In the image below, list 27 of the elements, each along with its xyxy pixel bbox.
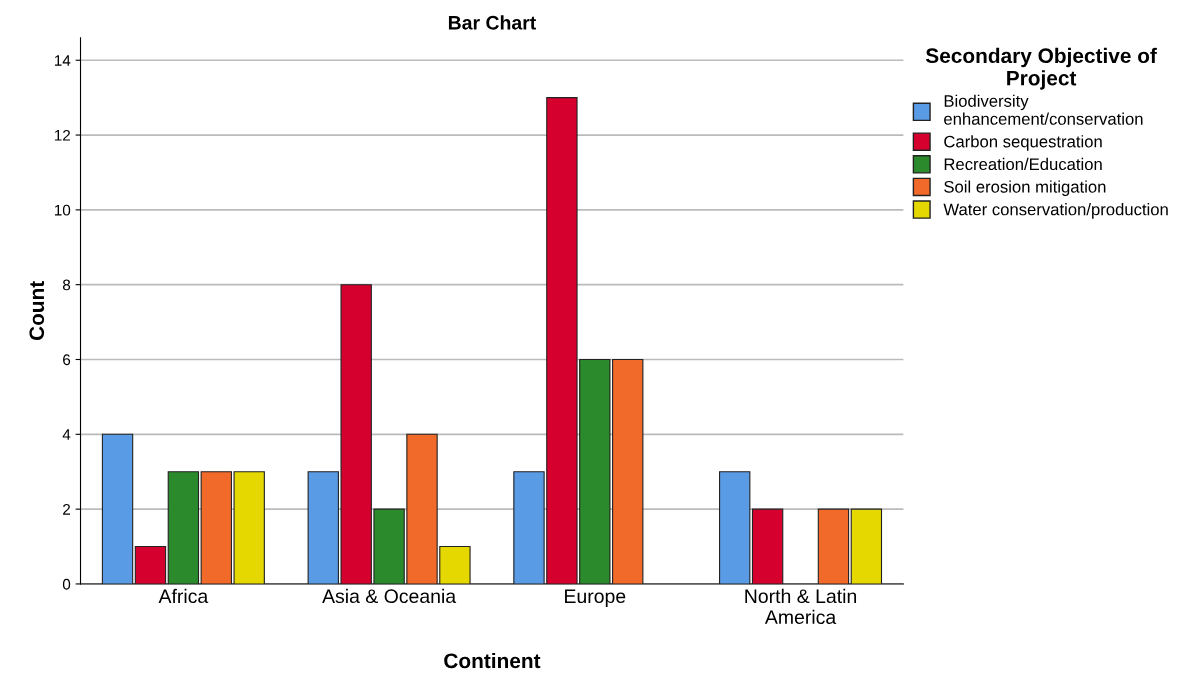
y-tick-label: 10	[54, 204, 71, 216]
y-tick-label: 14	[54, 55, 71, 66]
x-axis-title: Continent	[444, 652, 541, 669]
y-tick-label: 8	[62, 279, 71, 291]
legend-label: Water conservation/production	[943, 203, 1168, 219]
x-tick-label: Europe	[565, 589, 626, 607]
bar	[134, 545, 167, 584]
y-tick-label: 6	[63, 354, 71, 366]
y-tick-label: 2	[63, 504, 71, 515]
bar	[719, 471, 751, 584]
y-tick-label: 4	[62, 429, 71, 440]
chart-title: Bar Chart	[448, 15, 537, 30]
legend-label: Biodiversity enhancement/conservation	[944, 94, 1143, 125]
y-axis-title: Count	[29, 281, 45, 341]
legend-label: Soil erosion mitigation	[944, 180, 1106, 197]
bar	[850, 508, 883, 584]
legend-title: Secondary Objective of Project	[925, 47, 1157, 90]
bar	[751, 508, 784, 584]
bar	[101, 433, 134, 584]
y-tick-label: 0	[62, 578, 71, 590]
legend-label: Recreation/Education	[944, 157, 1102, 171]
x-tick-label: Asia & Oceania	[322, 588, 457, 604]
x-tick-label: North & Latin America	[745, 588, 857, 625]
legend-label: Carbon sequestration	[944, 135, 1102, 151]
bar	[817, 508, 850, 584]
y-tick-label: 12	[54, 129, 71, 141]
x-tick-label: Africa	[158, 588, 209, 604]
